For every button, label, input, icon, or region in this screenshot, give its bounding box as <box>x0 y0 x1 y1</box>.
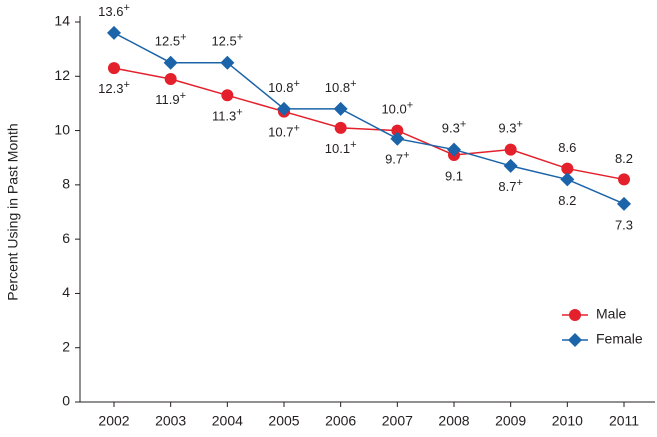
series-line <box>113 67 625 181</box>
marker <box>618 173 630 186</box>
value-label: 9.3+ <box>498 118 523 136</box>
y-tick-label: 4 <box>62 284 70 300</box>
x-tick-label: 2002 <box>98 413 129 429</box>
x-tick-label: 2008 <box>438 413 469 429</box>
y-tick-label: 10 <box>54 121 70 137</box>
value-label: 9.1 <box>445 168 463 183</box>
marker <box>164 73 177 85</box>
marker <box>447 142 461 157</box>
value-label: 11.9+ <box>155 90 186 108</box>
y-tick-label: 2 <box>62 338 70 354</box>
value-label: 12.5+ <box>211 32 243 50</box>
marker <box>617 196 631 211</box>
marker <box>560 172 575 187</box>
value-label: 8.2 <box>558 193 576 208</box>
y-tick-label: 8 <box>62 176 70 192</box>
marker <box>568 333 582 347</box>
value-label: 10.1+ <box>325 139 357 157</box>
marker <box>391 124 404 137</box>
marker <box>504 143 517 156</box>
marker <box>107 25 121 40</box>
legend-label: Male <box>596 306 627 322</box>
x-tick-label: 2006 <box>325 413 356 429</box>
x-tick-label: 2009 <box>495 413 526 429</box>
marker <box>221 89 234 102</box>
y-tick-label: 6 <box>62 230 70 246</box>
marker <box>334 121 347 134</box>
legend-label: Female <box>596 331 643 347</box>
value-label: 9.7+ <box>385 150 410 168</box>
y-tick-label: 12 <box>54 67 70 83</box>
value-label: 8.7+ <box>498 177 523 195</box>
x-tick-label: 2011 <box>609 413 639 429</box>
value-label: 13.6+ <box>98 2 130 20</box>
marker <box>561 162 574 175</box>
value-label: 10.7+ <box>268 122 300 140</box>
marker <box>390 131 405 146</box>
marker <box>503 158 518 173</box>
value-label: 8.2 <box>615 151 633 166</box>
marker <box>108 62 120 75</box>
y-tick-label: 0 <box>62 393 70 409</box>
value-label: 10.8+ <box>325 78 357 96</box>
value-label: 8.6 <box>558 140 576 155</box>
marker <box>569 309 581 321</box>
x-tick-label: 2004 <box>212 413 243 429</box>
value-label: 10.8+ <box>268 78 300 96</box>
y-tick-label: 14 <box>54 13 70 29</box>
value-label: 12.5+ <box>155 32 187 50</box>
value-label: 12.3+ <box>98 79 130 97</box>
x-tick-label: 2007 <box>382 413 413 429</box>
series-line <box>113 32 625 205</box>
value-label: 11.3+ <box>212 106 243 124</box>
value-label: 7.3 <box>615 217 633 232</box>
value-label: 10.0+ <box>381 99 413 117</box>
marker <box>277 101 291 116</box>
marker <box>220 55 235 70</box>
y-axis-label: Percent Using in Past Month <box>5 123 21 300</box>
x-tick-label: 2010 <box>552 413 583 429</box>
value-label: 9.3+ <box>442 118 467 136</box>
marker <box>333 101 348 116</box>
x-tick-label: 2005 <box>268 413 299 429</box>
marker <box>163 55 178 70</box>
x-tick-label: 2003 <box>155 413 186 429</box>
